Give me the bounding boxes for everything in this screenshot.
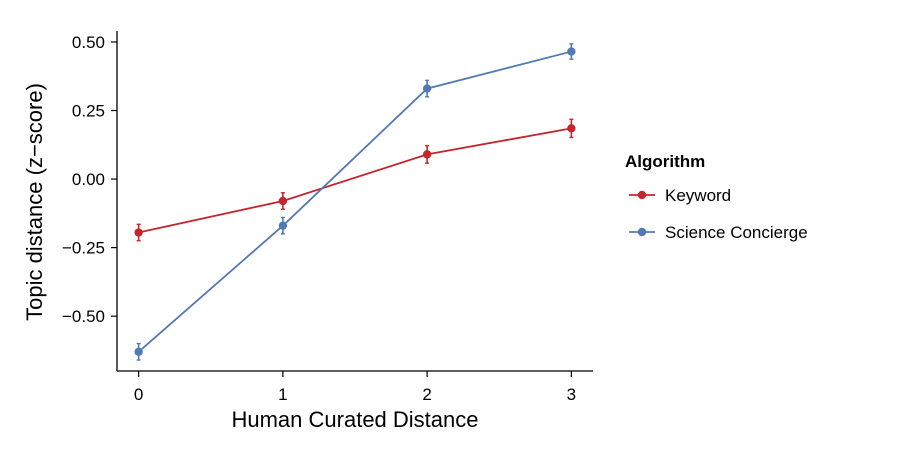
legend-label: Keyword (665, 186, 731, 205)
legend-marker (637, 190, 647, 200)
y-axis-title: Topic distance (z−score) (22, 83, 47, 321)
x-tick-label: 3 (567, 385, 576, 404)
series-keyword (134, 118, 576, 242)
series-science-concierge (134, 43, 576, 361)
x-axis: 0 1 2 3 (117, 370, 593, 404)
x-axis-title: Human Curated Distance (231, 407, 478, 432)
legend-title: Algorithm (625, 152, 705, 171)
legend-item: Science Concierge (629, 223, 808, 242)
data-point (567, 124, 576, 133)
y-tick-label: 0.50 (72, 33, 105, 52)
y-tick-label: −0.50 (62, 307, 105, 326)
series-line (138, 127, 572, 234)
y-tick-label: 0.00 (72, 170, 105, 189)
y-tick-label: 0.25 (72, 102, 105, 121)
data-point (567, 47, 576, 56)
x-tick-label: 1 (278, 385, 287, 404)
legend: Algorithm Keyword Science Concierge (625, 152, 808, 242)
legend-marker (637, 227, 647, 237)
legend-item: Keyword (629, 186, 731, 205)
plot-series (134, 43, 576, 361)
y-tick-label: −0.25 (62, 239, 105, 258)
y-axis: 0.50 0.25 0.00 −0.25 −0.50 (62, 31, 118, 371)
series-line (138, 50, 572, 353)
x-tick-label: 0 (134, 385, 143, 404)
data-point (278, 221, 288, 230)
data-point (134, 228, 143, 237)
data-point (134, 347, 143, 357)
data-point (422, 84, 432, 93)
legend-label: Science Concierge (665, 223, 808, 242)
x-tick-label: 2 (422, 385, 431, 404)
data-point (422, 150, 432, 159)
data-point (278, 196, 288, 206)
